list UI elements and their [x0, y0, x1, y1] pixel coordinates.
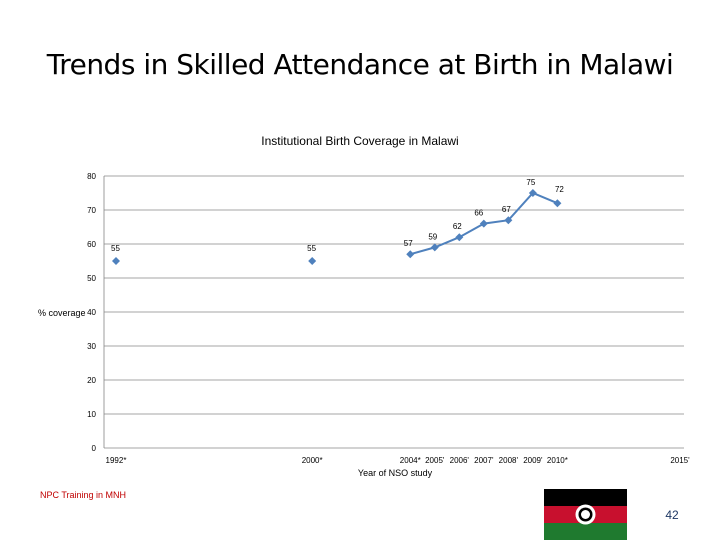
- malawi-flag-icon: [544, 489, 627, 540]
- y-tick-label: 60: [87, 240, 96, 249]
- x-tick-label: 2010*: [547, 456, 568, 465]
- data-point-marker: [112, 257, 120, 265]
- x-tick-label: 2005': [425, 456, 445, 465]
- axes: 0 10 20 30 40 50 60 70 80 1992* 2000* 2004* 2005' 200…: [87, 172, 690, 465]
- data-point-marker: [455, 233, 464, 242]
- y-tick-label: 30: [87, 342, 96, 351]
- y-tick-label: 40: [87, 308, 96, 317]
- data-point-marker: [406, 250, 415, 259]
- data-label: 66: [474, 209, 483, 218]
- data-label: 62: [453, 222, 462, 231]
- x-tick-label: 2007': [474, 456, 494, 465]
- data-label: 57: [404, 239, 413, 248]
- y-tick-label: 0: [92, 444, 97, 453]
- data-point-marker: [504, 216, 513, 225]
- series: [112, 189, 562, 265]
- x-tick-label: 2009': [523, 456, 543, 465]
- data-label: 55: [307, 244, 316, 253]
- data-point-marker: [553, 199, 562, 208]
- y-tick-label: 50: [87, 274, 96, 283]
- flag-band-black: [544, 489, 627, 506]
- y-tick-label: 20: [87, 376, 96, 385]
- x-tick-label: 2008': [499, 456, 519, 465]
- flag-band-green: [544, 523, 627, 540]
- line-chart: 0 10 20 30 40 50 60 70 80 1992* 2000* 2004* 2005' 200…: [38, 172, 690, 478]
- data-point-marker: [528, 189, 537, 197]
- gridlines: [104, 175, 684, 415]
- footer-text: NPC Training in MNH: [40, 490, 127, 500]
- data-point-marker: [308, 257, 317, 265]
- y-axis-label: % coverage: [38, 308, 86, 318]
- y-tick-label: 70: [87, 206, 96, 215]
- x-tick-label: 2004*: [400, 456, 421, 465]
- y-tick-label: 10: [87, 410, 96, 419]
- x-tick-label: 2000*: [302, 456, 323, 465]
- data-label: 75: [526, 178, 535, 187]
- slide-title: Trends in Skilled Attendance at Birth in…: [46, 48, 674, 81]
- data-label: 55: [111, 244, 120, 253]
- x-tick-label: 2015': [670, 456, 690, 465]
- chart-title: Institutional Birth Coverage in Malawi: [261, 134, 459, 148]
- y-tick-label: 80: [87, 172, 96, 181]
- data-label: 59: [428, 232, 437, 241]
- x-tick-label: 2006': [450, 456, 470, 465]
- data-labels: 55 55 57 59 62 66 67 75 72: [111, 178, 564, 253]
- x-axis-label: Year of NSO study: [358, 468, 433, 478]
- data-label: 72: [555, 185, 564, 194]
- data-point-marker: [430, 243, 439, 252]
- data-point-marker: [479, 219, 488, 228]
- data-label: 67: [502, 205, 511, 214]
- x-tick-label: 1992*: [106, 456, 127, 465]
- flag-emblem: [575, 504, 596, 525]
- page-number: 42: [665, 508, 679, 522]
